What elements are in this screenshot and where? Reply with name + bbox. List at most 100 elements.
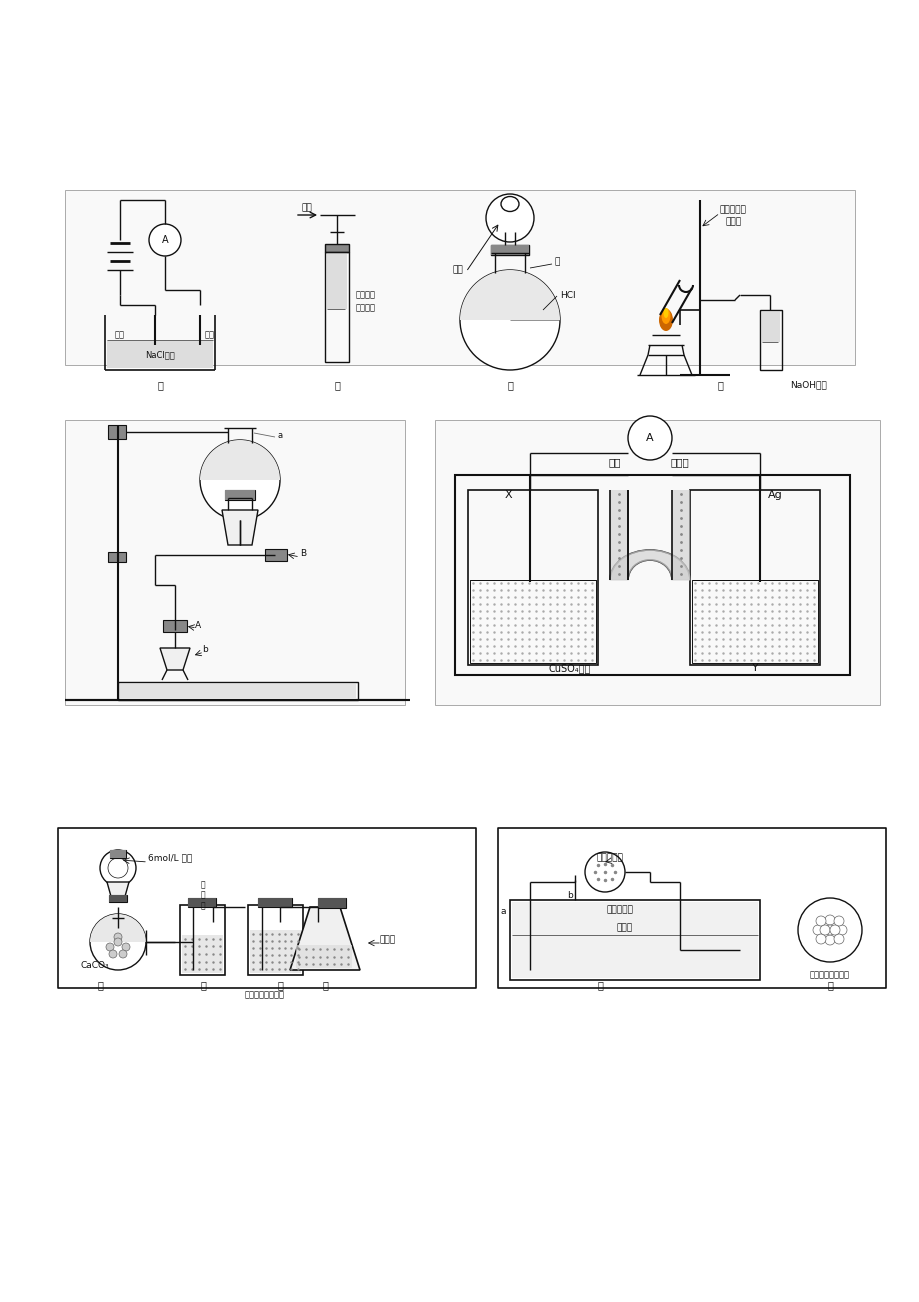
Text: 冷
却
水: 冷 却 水: [200, 880, 205, 910]
Text: 气体: 气体: [301, 203, 312, 212]
Text: 甲: 甲: [97, 980, 103, 990]
Text: 石墨: 石墨: [115, 331, 125, 340]
Bar: [257, 898, 291, 907]
Bar: [108, 894, 127, 902]
Text: CaCO₃: CaCO₃: [81, 961, 109, 970]
Bar: [108, 552, 126, 562]
Bar: [296, 945, 352, 967]
Text: a: a: [278, 431, 283, 440]
Wedge shape: [90, 914, 146, 943]
Circle shape: [460, 270, 560, 370]
Bar: [65, 190, 854, 365]
Bar: [250, 930, 301, 973]
Bar: [225, 490, 255, 500]
Bar: [65, 421, 404, 704]
Text: NaOH溶液: NaOH溶液: [789, 380, 826, 389]
Bar: [609, 490, 628, 579]
Circle shape: [122, 943, 130, 950]
Text: X: X: [504, 490, 511, 500]
Text: Y: Y: [751, 663, 757, 673]
Text: 戊: 戊: [596, 980, 602, 990]
Bar: [326, 254, 346, 309]
Bar: [512, 902, 757, 978]
Circle shape: [824, 924, 834, 935]
Circle shape: [812, 924, 823, 935]
Circle shape: [836, 924, 846, 935]
Text: 含氯的饱和食盐水: 含氯的饱和食盐水: [244, 991, 285, 1000]
Text: 丙: 丙: [506, 380, 513, 391]
Bar: [761, 312, 779, 342]
Wedge shape: [199, 440, 279, 480]
Text: b: b: [566, 891, 573, 900]
Circle shape: [824, 915, 834, 924]
Text: 盐桥: 盐桥: [608, 457, 620, 467]
Circle shape: [834, 917, 843, 926]
Text: 乙: 乙: [334, 380, 339, 391]
Text: 铁钉: 铁钉: [205, 331, 215, 340]
Bar: [759, 310, 781, 370]
Text: b: b: [202, 646, 208, 655]
Circle shape: [628, 417, 671, 460]
Bar: [257, 898, 291, 907]
Polygon shape: [221, 510, 257, 546]
Bar: [265, 549, 287, 561]
Bar: [187, 898, 216, 907]
Text: NaCl溶液: NaCl溶液: [145, 350, 175, 359]
Circle shape: [819, 924, 829, 935]
Text: 气球: 气球: [452, 266, 462, 275]
Ellipse shape: [658, 309, 673, 331]
Polygon shape: [609, 549, 689, 579]
Bar: [110, 850, 126, 858]
Bar: [180, 905, 225, 975]
Circle shape: [824, 935, 834, 945]
Bar: [110, 850, 126, 858]
Text: 水: 水: [554, 258, 560, 267]
Text: 6mol/L 盐酸: 6mol/L 盐酸: [148, 854, 192, 862]
Circle shape: [485, 194, 533, 242]
Bar: [163, 620, 187, 631]
Circle shape: [829, 924, 839, 935]
Polygon shape: [160, 648, 190, 671]
Bar: [491, 245, 528, 255]
Bar: [119, 684, 356, 698]
Bar: [324, 253, 348, 362]
Bar: [58, 828, 475, 988]
Bar: [108, 424, 126, 439]
Bar: [455, 475, 849, 674]
Bar: [187, 898, 216, 907]
Bar: [182, 935, 222, 973]
Bar: [118, 682, 357, 700]
Bar: [691, 579, 817, 663]
Text: 甲: 甲: [157, 380, 163, 391]
Circle shape: [106, 943, 114, 950]
Circle shape: [199, 440, 279, 519]
Text: A: A: [195, 621, 201, 629]
Text: 丁: 丁: [716, 380, 722, 391]
Text: 饱和食盐水: 饱和食盐水: [606, 905, 633, 914]
Text: 酸性溶液: 酸性溶液: [356, 303, 376, 312]
Text: HCl: HCl: [560, 290, 575, 299]
Circle shape: [834, 934, 843, 944]
Bar: [509, 900, 759, 980]
Text: 冷却水: 冷却水: [617, 923, 632, 932]
Text: Ag: Ag: [766, 490, 781, 500]
Circle shape: [149, 224, 181, 256]
Ellipse shape: [663, 309, 668, 318]
Text: 放大了的多孔球泡: 放大了的多孔球泡: [809, 970, 849, 979]
Circle shape: [119, 950, 127, 958]
Bar: [248, 905, 302, 975]
Bar: [671, 490, 689, 579]
Polygon shape: [289, 907, 359, 970]
Text: B: B: [300, 549, 306, 559]
Circle shape: [584, 852, 624, 892]
Text: 己: 己: [826, 980, 832, 990]
Text: 浓硫酸: 浓硫酸: [725, 217, 742, 227]
Bar: [324, 243, 348, 253]
Circle shape: [100, 850, 136, 885]
Bar: [435, 421, 879, 704]
Circle shape: [108, 858, 128, 878]
Text: 丁: 丁: [322, 980, 327, 990]
Circle shape: [114, 934, 122, 941]
Text: A: A: [162, 234, 168, 245]
Bar: [497, 828, 885, 988]
